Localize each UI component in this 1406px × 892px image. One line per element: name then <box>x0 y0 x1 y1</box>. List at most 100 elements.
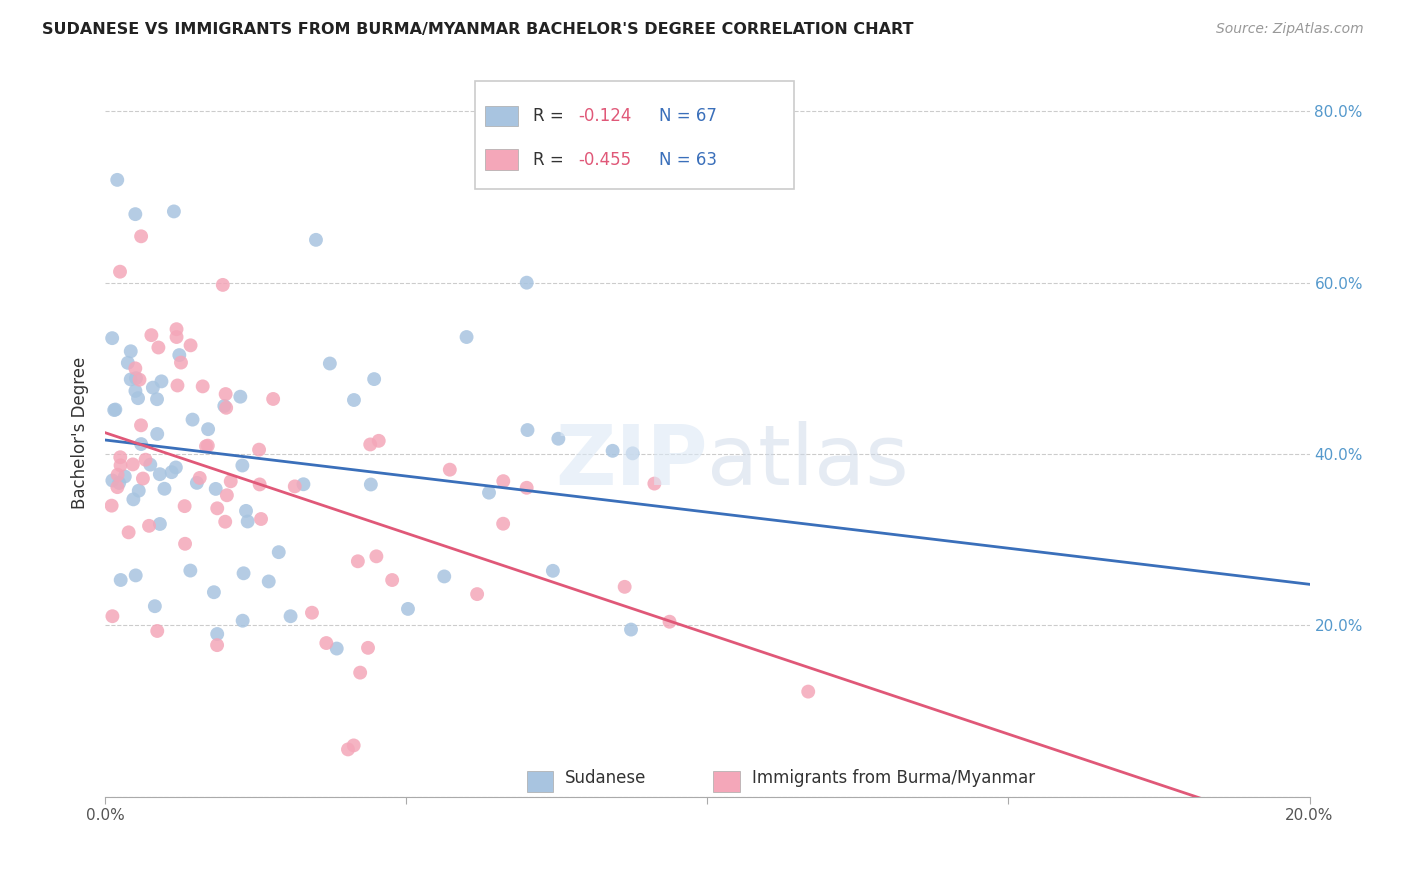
Point <box>292 477 315 491</box>
Point <box>105 480 128 494</box>
Point <box>191 379 214 393</box>
Point <box>121 458 143 472</box>
Point <box>360 477 382 491</box>
Point <box>143 599 166 614</box>
FancyBboxPatch shape <box>485 149 519 169</box>
Point <box>797 684 820 698</box>
Point <box>110 573 132 587</box>
Text: N = 63: N = 63 <box>659 151 717 169</box>
Point <box>613 580 636 594</box>
Point <box>347 554 370 568</box>
Point <box>229 390 252 404</box>
Point <box>173 499 195 513</box>
Point <box>160 465 183 479</box>
Point <box>197 422 219 436</box>
Point <box>117 525 139 540</box>
Point <box>179 564 201 578</box>
Point <box>107 467 129 482</box>
Point <box>169 348 191 362</box>
Point <box>146 427 169 442</box>
Point <box>195 439 218 453</box>
Point <box>114 469 136 483</box>
Point <box>433 569 456 583</box>
Point <box>132 471 155 485</box>
Point <box>247 442 270 457</box>
Point <box>150 375 173 389</box>
Point <box>301 606 323 620</box>
Point <box>125 568 148 582</box>
Point <box>197 439 219 453</box>
Point <box>148 341 170 355</box>
Point <box>149 516 172 531</box>
Point <box>516 423 538 437</box>
Text: Sudanese: Sudanese <box>565 770 647 788</box>
Point <box>205 627 228 641</box>
Y-axis label: Bachelor's Degree: Bachelor's Degree <box>72 357 89 508</box>
Point <box>110 450 132 465</box>
Point <box>117 356 139 370</box>
Point <box>205 638 228 652</box>
Point <box>110 458 132 473</box>
Point <box>120 372 142 386</box>
Point <box>186 475 208 490</box>
Point <box>284 479 307 493</box>
Point <box>232 614 254 628</box>
Point <box>142 381 165 395</box>
Point <box>103 403 125 417</box>
Point <box>127 391 149 405</box>
Point <box>120 344 142 359</box>
Point <box>166 322 188 336</box>
Point <box>180 338 202 352</box>
Point <box>163 204 186 219</box>
Point <box>456 330 478 344</box>
Point <box>122 492 145 507</box>
Point <box>174 537 197 551</box>
Point <box>359 437 381 451</box>
Point <box>139 458 162 472</box>
Point <box>319 357 342 371</box>
Point <box>124 384 146 398</box>
Text: R =: R = <box>533 151 569 169</box>
Point <box>305 233 328 247</box>
Point <box>181 412 204 426</box>
FancyBboxPatch shape <box>475 81 794 189</box>
Point <box>439 463 461 477</box>
Point <box>541 564 564 578</box>
Point <box>153 482 176 496</box>
Point <box>602 443 624 458</box>
Point <box>214 515 236 529</box>
Point <box>141 328 163 343</box>
FancyBboxPatch shape <box>713 772 740 791</box>
Point <box>124 207 146 221</box>
Point <box>108 475 131 490</box>
Text: Immigrants from Burma/Myanmar: Immigrants from Burma/Myanmar <box>752 770 1035 788</box>
Text: -0.124: -0.124 <box>578 107 631 125</box>
Point <box>149 467 172 482</box>
Point <box>280 609 302 624</box>
Point <box>232 566 254 581</box>
Point <box>129 437 152 451</box>
Point <box>124 361 146 376</box>
Text: R =: R = <box>533 107 569 125</box>
Point <box>129 229 152 244</box>
Point <box>357 640 380 655</box>
Point <box>108 265 131 279</box>
Point <box>236 515 259 529</box>
Point <box>658 615 681 629</box>
Text: N = 67: N = 67 <box>659 107 717 125</box>
Point <box>621 446 644 460</box>
Text: ZIP: ZIP <box>555 421 707 502</box>
Point <box>516 481 538 495</box>
Point <box>100 499 122 513</box>
Text: atlas: atlas <box>707 421 910 502</box>
Point <box>315 636 337 650</box>
Point <box>235 504 257 518</box>
Point <box>257 574 280 589</box>
Point <box>215 401 238 415</box>
Point <box>128 483 150 498</box>
Point <box>105 173 128 187</box>
Point <box>202 585 225 599</box>
Point <box>101 609 124 624</box>
Point <box>146 392 169 407</box>
Point <box>166 330 188 344</box>
